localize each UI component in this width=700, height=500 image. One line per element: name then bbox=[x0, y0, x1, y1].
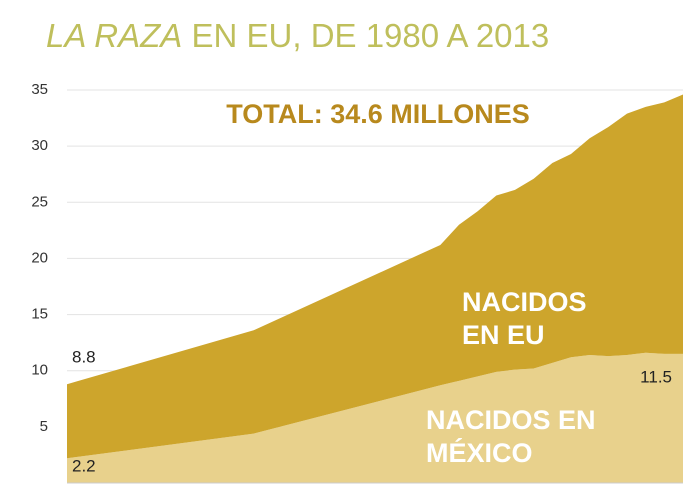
y-tick-label: 20 bbox=[31, 249, 48, 266]
data-label: 11.5 bbox=[640, 367, 672, 386]
series-label: NACIDOS EN EU bbox=[462, 287, 587, 350]
y-tick-label: 30 bbox=[31, 137, 48, 154]
y-tick-label: 5 bbox=[40, 418, 48, 435]
title-rest: EN EU, DE 1980 A 2013 bbox=[192, 17, 550, 54]
title-italic: LA RAZA bbox=[46, 17, 182, 54]
y-tick-label: 10 bbox=[31, 362, 48, 379]
area bbox=[67, 94, 683, 459]
annotation: TOTAL: 34.6 MILLONES bbox=[226, 99, 530, 129]
data-label: 2.2 bbox=[72, 456, 96, 475]
area bbox=[67, 352, 683, 483]
annotation: 8.8 bbox=[72, 347, 96, 366]
chart-title: LA RAZA EN EU, DE 1980 A 2013 bbox=[46, 17, 549, 54]
y-tick-label: 25 bbox=[31, 193, 48, 210]
y-tick-label: 15 bbox=[31, 306, 48, 323]
series-label: NACIDOS EN MÉXICO bbox=[426, 405, 596, 468]
y-tick-label: 35 bbox=[31, 81, 48, 98]
